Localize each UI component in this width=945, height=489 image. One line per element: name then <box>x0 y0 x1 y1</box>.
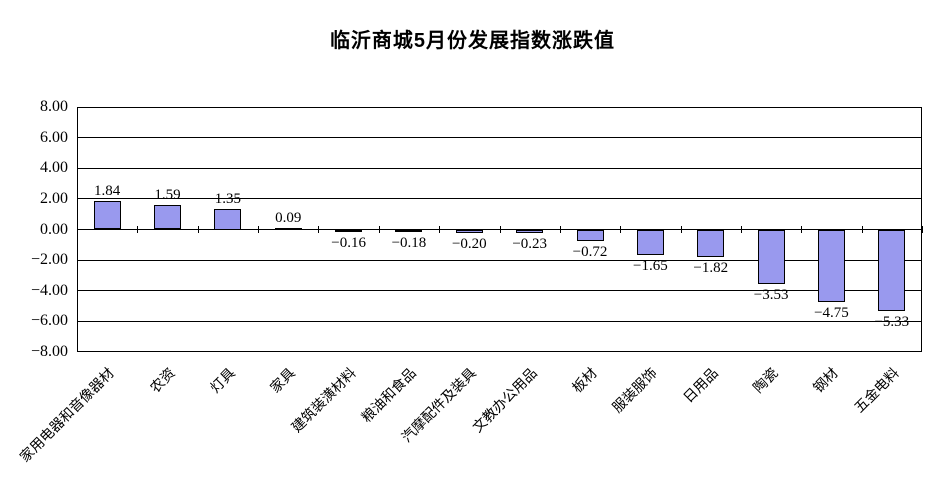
bar-value-label: −1.82 <box>693 260 729 277</box>
category-label: 服装服饰 <box>610 366 662 417</box>
x-axis-tick <box>258 226 260 233</box>
gridline <box>77 167 922 169</box>
x-axis-tick <box>740 226 742 233</box>
y-tick-label: 8.00 <box>40 98 68 115</box>
x-axis-tick <box>197 226 199 233</box>
category-label: 日用品 <box>681 366 722 407</box>
x-axis-tick <box>318 226 320 233</box>
category-label: 钢材 <box>811 366 843 397</box>
y-tick-label: −8.00 <box>30 343 68 360</box>
bar <box>697 229 725 258</box>
x-axis-tick <box>559 226 561 233</box>
bar <box>154 205 182 230</box>
category-label: 粮油和食品 <box>359 366 420 427</box>
y-tick-label: 4.00 <box>40 159 68 177</box>
x-axis-tick <box>439 226 441 233</box>
x-axis-tick <box>378 226 380 233</box>
x-axis-tick <box>861 226 863 233</box>
category-label: 灯具 <box>208 366 239 397</box>
bar-value-label: 0.09 <box>275 210 302 227</box>
x-axis-tick <box>137 226 139 233</box>
bar <box>817 229 845 303</box>
x-axis-tick <box>680 226 682 233</box>
y-tick-label: 0.00 <box>40 220 68 238</box>
bar <box>757 229 785 284</box>
bar <box>395 229 423 233</box>
y-tick-label: −2.00 <box>30 251 68 269</box>
category-label: 家具 <box>268 366 299 397</box>
y-tick-label: 2.00 <box>40 189 68 207</box>
y-tick-label: −4.00 <box>30 281 68 299</box>
bar <box>636 229 664 255</box>
y-tick-label: 6.00 <box>40 128 68 146</box>
x-axis-tick <box>77 226 78 233</box>
category-label: 建筑装潢材料 <box>289 366 360 437</box>
bar <box>576 229 604 241</box>
bar-value-label: −0.23 <box>512 236 548 253</box>
gridline <box>77 198 922 200</box>
category-label: 家用电器和音像器材 <box>18 366 118 466</box>
category-label: 陶瓷 <box>751 366 782 397</box>
x-axis-tick <box>620 226 622 233</box>
bar <box>335 229 363 232</box>
bar <box>455 229 483 233</box>
gridline <box>77 137 922 139</box>
chart-title: 临沂商城5月份发展指数涨跌值 <box>329 30 616 52</box>
bar <box>516 229 544 234</box>
bar <box>274 228 302 231</box>
bar-value-label: −5.33 <box>874 314 910 331</box>
category-label: 文教办公用品 <box>470 366 541 437</box>
category-label: 农资 <box>147 366 179 397</box>
bar-value-label: −0.20 <box>451 235 487 252</box>
gridline <box>77 259 922 261</box>
bar <box>93 201 121 230</box>
bar <box>214 208 242 230</box>
x-axis-tick <box>801 226 803 233</box>
bar <box>878 229 906 312</box>
bar-value-label: 1.59 <box>154 187 181 204</box>
gridline <box>77 320 922 322</box>
category-label: 板材 <box>570 366 601 397</box>
bar-value-label: −1.65 <box>633 257 668 274</box>
bar-value-label: −3.53 <box>753 286 789 303</box>
bar-value-label: −4.75 <box>814 305 849 322</box>
category-label: 五金电料 <box>852 366 903 417</box>
bar-value-label: 1.84 <box>94 183 121 200</box>
bar-value-label: −0.16 <box>331 234 366 251</box>
bar-value-label: −0.72 <box>572 243 608 260</box>
bar-value-label: 1.35 <box>214 190 242 207</box>
y-tick-label: −6.00 <box>30 312 68 330</box>
x-axis-tick <box>499 226 501 233</box>
gridline <box>77 290 922 292</box>
bar-value-label: −0.18 <box>391 235 427 252</box>
x-axis-tick <box>922 226 923 233</box>
